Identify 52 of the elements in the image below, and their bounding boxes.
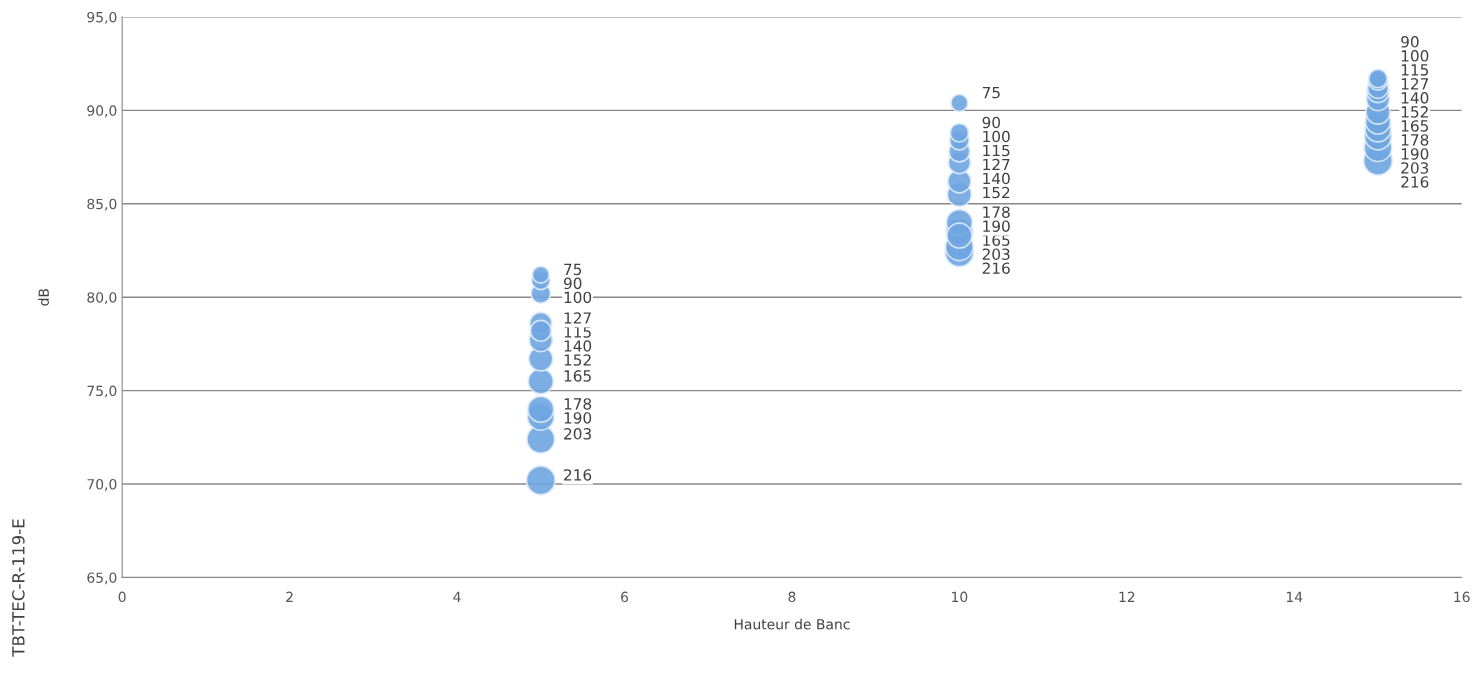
x-tick-label: 0 xyxy=(118,591,126,603)
y-tick-label: 65,0 xyxy=(87,572,117,585)
x-tick-label: 2 xyxy=(286,591,293,602)
data-label: 190 xyxy=(1401,148,1429,160)
y-tick-label: 95,0 xyxy=(87,11,117,24)
y-tick-label: 85,0 xyxy=(87,198,117,211)
data-label: 203 xyxy=(564,428,591,440)
data-label: 216 xyxy=(1401,176,1429,188)
y-tick-label: 90,0 xyxy=(87,105,117,118)
data-label: 115 xyxy=(1401,64,1429,76)
y-tick-label: 80,0 xyxy=(87,292,117,305)
data-label: 165 xyxy=(1401,120,1429,132)
y-axis-title: dB xyxy=(38,289,49,306)
data-label: 140 xyxy=(983,172,1010,185)
data-label: 178 xyxy=(1401,134,1429,146)
data-label: 178 xyxy=(983,206,1010,218)
data-label: 203 xyxy=(1401,162,1429,174)
data-label: 100 xyxy=(983,130,1010,143)
data-label: 216 xyxy=(982,262,1010,274)
data-label: 127 xyxy=(1401,78,1429,90)
data-label: 75 xyxy=(564,263,582,276)
data-label: 190 xyxy=(983,220,1010,232)
x-tick-label: 10 xyxy=(952,591,968,603)
data-label: 127 xyxy=(564,312,591,324)
data-label: 190 xyxy=(564,412,592,424)
data-label: 90 xyxy=(1401,36,1419,48)
data-label: 152 xyxy=(983,186,1010,199)
data-label: 75 xyxy=(982,87,1000,99)
data-label: 90 xyxy=(982,116,1001,129)
x-tick-label: 8 xyxy=(788,591,796,603)
x-tick-label: 16 xyxy=(1454,591,1470,603)
data-label: 216 xyxy=(564,469,592,481)
x-tick-label: 4 xyxy=(453,591,461,602)
x-tick-label: 14 xyxy=(1286,591,1303,602)
data-label: 165 xyxy=(564,370,591,382)
data-label: 100 xyxy=(1401,50,1429,62)
y-tick-label: 70,0 xyxy=(87,479,117,491)
text: TBT-TEC-R-119-E xyxy=(12,519,25,657)
data-label: 152 xyxy=(1401,106,1428,118)
data-label: 90 xyxy=(563,277,582,290)
data-label: 140 xyxy=(1401,92,1429,104)
data-label: 178 xyxy=(564,398,592,410)
x-tick-label: 6 xyxy=(621,591,629,603)
data-label: 100 xyxy=(564,291,592,304)
data-label: 152 xyxy=(564,354,591,366)
data-label: 115 xyxy=(983,144,1010,157)
data-label: 203 xyxy=(982,248,1010,260)
x-tick-label: 12 xyxy=(1119,591,1135,602)
data-label: 140 xyxy=(564,340,592,352)
data-label: 127 xyxy=(983,158,1010,171)
x-axis-title: Hauteur de Banc xyxy=(734,618,850,630)
y-tick-label: 75,0 xyxy=(87,385,117,398)
